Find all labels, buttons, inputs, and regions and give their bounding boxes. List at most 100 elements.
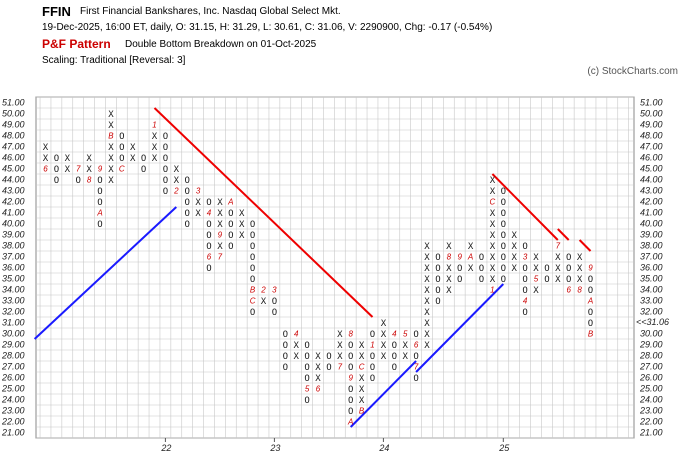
- o-box: O: [413, 374, 418, 384]
- y-tick-label-left: 37.00: [2, 252, 25, 262]
- x-box: X: [533, 286, 539, 296]
- o-box: O: [435, 264, 440, 274]
- o-box: O: [75, 176, 80, 186]
- x-box: X: [424, 286, 430, 296]
- month-marker: 7: [76, 165, 81, 174]
- o-box: O: [479, 253, 484, 263]
- month-marker: 9: [348, 374, 353, 383]
- x-box: X: [337, 330, 343, 340]
- o-box: O: [392, 363, 397, 373]
- o-box: O: [457, 275, 462, 285]
- month-marker: 4: [294, 330, 299, 339]
- o-box: O: [326, 352, 331, 362]
- x-box: X: [424, 341, 430, 351]
- x-box: X: [195, 198, 201, 208]
- y-tick-label-left: 22.00: [1, 417, 25, 427]
- y-tick-label-right: 49.00: [640, 120, 663, 130]
- y-tick-label-left: 29.00: [1, 340, 25, 350]
- x-box: X: [490, 253, 496, 263]
- month-marker: 9: [218, 231, 223, 240]
- x-box: X: [152, 132, 158, 142]
- o-box: O: [370, 330, 375, 340]
- x-box: X: [490, 187, 496, 197]
- y-tick-label-right: 22.00: [639, 417, 663, 427]
- o-box: O: [54, 165, 59, 175]
- y-tick-label-left: 39.00: [2, 230, 25, 240]
- x-box: X: [577, 253, 583, 263]
- o-box: O: [206, 231, 211, 241]
- month-marker: 6: [414, 341, 419, 350]
- o-box: O: [250, 264, 255, 274]
- month-marker: 7: [414, 363, 419, 372]
- x-box: X: [424, 253, 430, 263]
- y-tick-label-left: 51.00: [2, 98, 25, 108]
- y-tick-label-left: 23.00: [1, 406, 25, 416]
- x-box: X: [174, 165, 180, 175]
- o-box: O: [163, 187, 168, 197]
- o-box: O: [435, 297, 440, 307]
- o-box: O: [588, 275, 593, 285]
- o-box: O: [272, 308, 277, 318]
- month-marker: 3: [523, 253, 528, 262]
- month-marker: B: [359, 407, 365, 416]
- o-box: O: [97, 176, 102, 186]
- x-box: X: [511, 231, 517, 241]
- o-box: O: [544, 275, 549, 285]
- month-marker: 4: [392, 330, 397, 339]
- company-name: First Financial Bankshares, Inc. Nasdaq …: [80, 6, 341, 17]
- x-box: X: [533, 264, 539, 274]
- x-box: X: [446, 242, 452, 252]
- month-marker: A: [467, 253, 473, 262]
- o-box: O: [250, 231, 255, 241]
- x-box: X: [490, 220, 496, 230]
- o-box: O: [250, 253, 255, 263]
- resistance-trendline: [491, 173, 559, 241]
- x-box: X: [43, 154, 49, 164]
- o-box: O: [522, 242, 527, 252]
- month-marker: 7: [556, 242, 561, 251]
- x-box: X: [402, 352, 408, 362]
- o-box: O: [250, 242, 255, 252]
- o-box: O: [250, 220, 255, 230]
- support-trendline: [33, 206, 177, 340]
- month-marker: 8: [447, 253, 452, 262]
- o-box: O: [501, 231, 506, 241]
- x-box: X: [130, 154, 136, 164]
- x-box: X: [108, 121, 114, 131]
- y-tick-label-right: 51.00: [640, 98, 663, 108]
- y-tick-label-left: 35.00: [2, 274, 25, 284]
- x-box: X: [217, 242, 223, 252]
- y-tick-label-left: 32.00: [2, 307, 25, 317]
- month-marker: 7: [218, 253, 223, 262]
- x-box: X: [359, 374, 365, 384]
- x-box: X: [381, 330, 387, 340]
- x-box: X: [217, 220, 223, 230]
- x-box: X: [43, 143, 49, 153]
- o-box: O: [501, 253, 506, 263]
- month-marker: A: [96, 209, 102, 218]
- o-box: O: [304, 352, 309, 362]
- o-box: O: [228, 242, 233, 252]
- o-box: O: [304, 341, 309, 351]
- o-box: O: [163, 143, 168, 153]
- month-marker: 4: [523, 297, 528, 306]
- month-marker: 5: [305, 385, 310, 394]
- x-box: X: [293, 352, 299, 362]
- y-tick-label-left: 28.00: [1, 351, 25, 361]
- x-box: X: [217, 209, 223, 219]
- x-box: X: [239, 220, 245, 230]
- month-marker: 6: [566, 286, 571, 295]
- o-box: O: [522, 275, 527, 285]
- x-box: X: [424, 275, 430, 285]
- o-box: O: [304, 396, 309, 406]
- support-trendline: [349, 360, 417, 428]
- month-marker: 9: [457, 253, 462, 262]
- o-box: O: [370, 374, 375, 384]
- x-box: X: [359, 396, 365, 406]
- o-box: O: [141, 165, 146, 175]
- x-box: X: [555, 253, 561, 263]
- y-tick-label-left: 42.00: [2, 197, 25, 207]
- current-price-tag: <<31.06: [636, 317, 669, 327]
- o-box: O: [413, 352, 418, 362]
- y-tick-label-left: 34.00: [2, 285, 25, 295]
